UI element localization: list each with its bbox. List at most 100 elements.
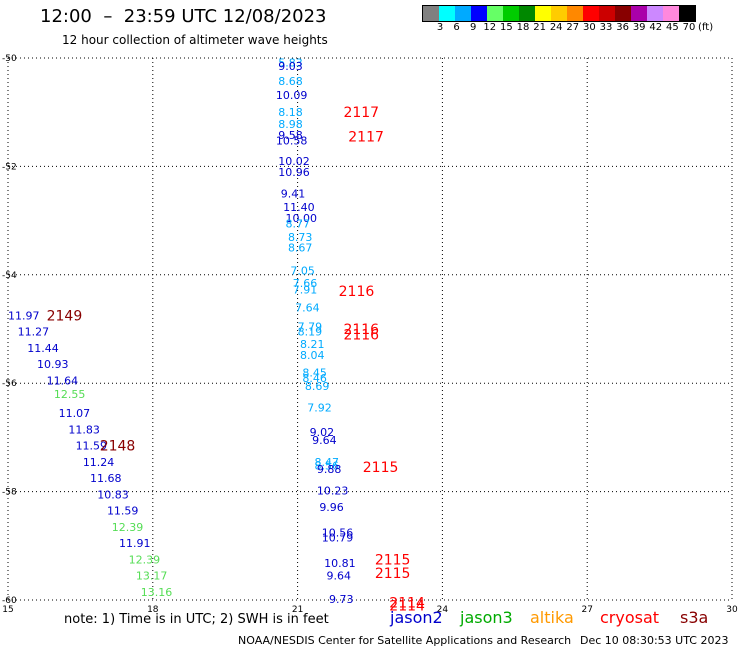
color-swatch [663, 6, 679, 21]
swh-value-label: 12.39 [129, 553, 161, 566]
swh-value-label: 9.96 [319, 501, 344, 514]
swh-value-label: 8.21 [300, 338, 325, 351]
color-swatch [551, 6, 567, 21]
pass-number-label: 2116 [343, 322, 379, 338]
swh-value-label: 11.68 [90, 472, 122, 485]
swh-value-label: 10.23 [317, 485, 349, 498]
color-swatch [631, 6, 647, 21]
data-marks: 5.839.038.6810.098.188.989.5810.5810.021… [8, 56, 356, 606]
pass-number-label: 2115 [375, 566, 411, 582]
chart-subtitle: 12 hour collection of altimeter wave hei… [62, 33, 328, 47]
swh-value-label: 8.77 [286, 217, 311, 230]
credit-line: NOAA/NESDIS Center for Satellite Applica… [238, 634, 572, 647]
track-annotations: 2117211721162116211621152115211521142114… [47, 105, 425, 614]
swh-value-label: 12.39 [112, 521, 144, 534]
y-tick-label: -50 [2, 54, 17, 64]
color-swatch [647, 6, 663, 21]
color-scale-label: 9 [470, 22, 477, 33]
pass-number-label: 2115 [363, 460, 399, 476]
color-swatch [567, 6, 583, 21]
swh-value-label: 11.59 [107, 505, 138, 518]
swh-value-label: 9.41 [281, 188, 306, 201]
swh-value-label: 10.96 [278, 166, 310, 179]
swh-value-label: 11.59 [76, 440, 108, 453]
color-swatch [583, 6, 599, 21]
color-swatch [519, 6, 535, 21]
swh-value-label: 8.47 [314, 456, 339, 469]
y-tick-label: -56 [2, 379, 17, 389]
pass-number-label: 2117 [343, 105, 379, 121]
swh-value-label: 8.18 [278, 106, 303, 119]
swh-value-label: 10.83 [97, 488, 129, 501]
chart-title: 12:00 – 23:59 UTC 12/08/2023 [40, 6, 327, 27]
pass-number-label: 2116 [339, 284, 375, 300]
pass-number-label: 2149 [47, 308, 83, 324]
swh-color-scale-labels: 3 6 9 12 15 18 21 24 27 30 33 36 39 42 45 70 (ft) [422, 22, 740, 34]
pass-number-label: 2117 [348, 130, 384, 146]
swh-value-label: 9.64 [312, 434, 337, 447]
color-swatch [439, 6, 455, 21]
swh-value-label: 10.81 [324, 557, 356, 570]
swh-value-label: 8.73 [288, 231, 313, 244]
swh-value-label: 10.02 [278, 155, 310, 168]
color-scale-label: 3 [436, 22, 444, 33]
x-tick-label: 15 [2, 605, 13, 615]
legend-item-jason2: jason2 [390, 608, 443, 627]
swh-value-label: 11.07 [59, 407, 91, 420]
color-scale-label: 33 [599, 22, 613, 33]
color-scale-label: 36 [616, 22, 629, 33]
legend-item-s3a: s3a [680, 608, 709, 627]
swh-value-label: 11.64 [47, 374, 79, 387]
swh-value-label: 8.69 [305, 380, 330, 393]
x-tick-label: 30 [726, 605, 738, 615]
swh-value-label: 7.92 [307, 402, 332, 415]
color-scale-label: 70 [682, 22, 696, 33]
swh-value-label: 10.00 [286, 212, 318, 225]
swh-value-label: 9.03 [278, 60, 303, 73]
swh-value-label: 13.16 [141, 586, 173, 599]
swh-value-label: 12.55 [54, 388, 86, 401]
color-scale-label: 24 [549, 22, 563, 33]
plot-grid [7, 57, 733, 601]
color-swatch [615, 6, 631, 21]
swh-value-label: 9.02 [310, 426, 335, 439]
pass-number-label: 2148 [100, 439, 136, 455]
swh-value-label: 9.58 [278, 129, 303, 142]
swh-value-label: 10.09 [276, 89, 308, 102]
swh-value-label: 7.79 [298, 320, 323, 333]
y-tick-label: -52 [2, 162, 17, 172]
swh-value-label: 9.88 [317, 463, 342, 476]
axis-tick-labels: 15 18 21 24 27 30-50-52-54-56-58-60 [2, 54, 738, 615]
swh-value-label: 11.27 [18, 326, 50, 339]
swh-value-label: 8.98 [278, 118, 303, 131]
swh-value-label: 8.68 [278, 75, 303, 88]
color-swatch [679, 6, 695, 21]
swh-value-label: 9.64 [327, 570, 352, 583]
swh-value-label: 11.97 [8, 309, 40, 322]
color-scale-label: 45 [666, 22, 679, 33]
swh-value-label: 8.45 [302, 366, 327, 379]
y-tick-label: -54 [2, 271, 17, 281]
swh-value-label: 8.46 [302, 372, 327, 385]
legend-item-cryosat: cryosat [600, 608, 660, 627]
swh-color-scale [422, 5, 696, 22]
swh-value-label: 11.40 [283, 201, 315, 214]
color-swatch [599, 6, 615, 21]
color-swatch [535, 6, 551, 21]
swh-value-label: 11.91 [119, 537, 151, 550]
color-scale-label: 6 [453, 22, 460, 33]
footnote: note: 1) Time is in UTC; 2) SWH is in fe… [64, 612, 329, 627]
swh-value-label: 11.24 [83, 456, 115, 469]
swh-value-label: 10.56 [322, 526, 354, 539]
generation-timestamp: Dec 10 08:30:53 UTC 2023 [580, 634, 729, 647]
x-tick-label: 27 [581, 605, 592, 615]
swh-value-label: 7.91 [293, 283, 318, 296]
color-scale-label: 15 [500, 22, 513, 33]
color-scale-label: 27 [566, 22, 580, 33]
swh-value-label: 8.04 [300, 349, 325, 362]
legend-item-jason3: jason3 [460, 608, 513, 627]
color-swatch [423, 6, 439, 21]
color-scale-label: 18 [516, 22, 530, 33]
color-swatch [487, 6, 503, 21]
